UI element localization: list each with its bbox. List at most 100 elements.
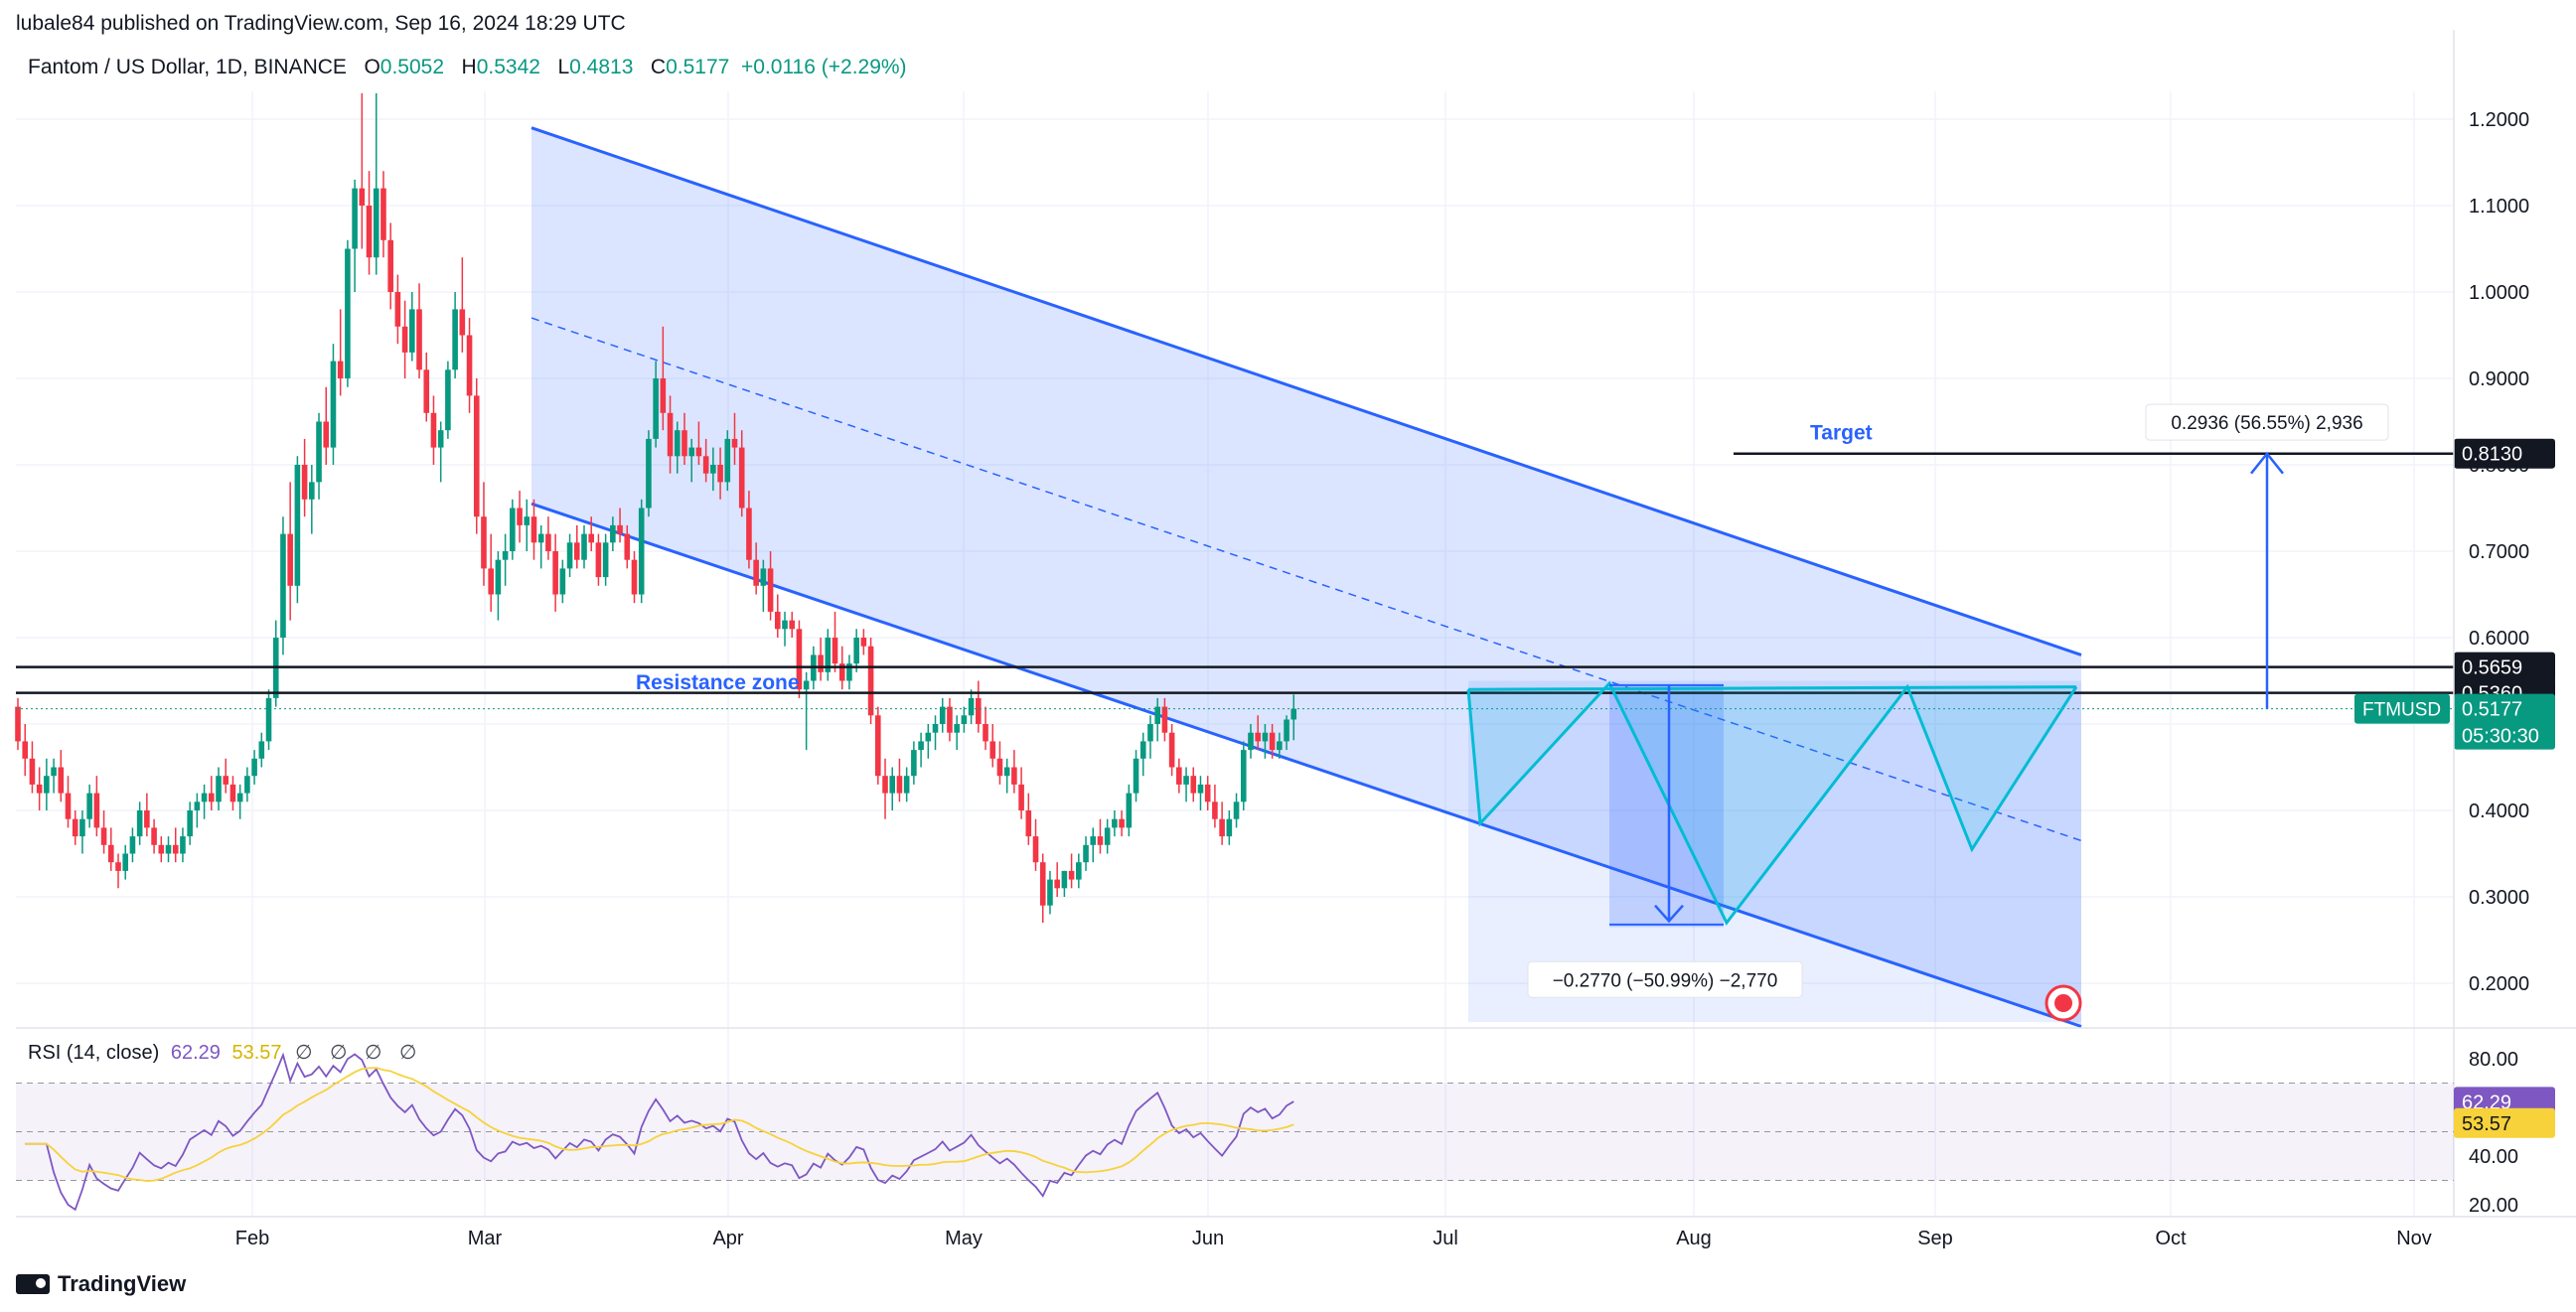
candle-down — [796, 629, 803, 690]
candle-up — [136, 810, 143, 837]
candle-down — [753, 559, 759, 586]
time-tick-label: Sep — [1917, 1228, 1953, 1249]
candle-down — [896, 776, 903, 794]
low-value: 0.4813 — [569, 56, 634, 78]
candle-down — [702, 456, 709, 474]
candle-up — [911, 750, 917, 777]
candle-down — [838, 663, 845, 681]
candle-up — [316, 421, 322, 483]
symbol-name[interactable]: Fantom / US Dollar, 1D, BINANCE — [28, 56, 347, 78]
target-label: Target — [1810, 422, 1873, 445]
candle-up — [559, 568, 566, 595]
candle-up — [437, 430, 444, 448]
open-label: O — [364, 56, 380, 78]
channel-upper-line — [530, 126, 2082, 656]
candle-down — [209, 793, 215, 802]
price-tick-label: 1.2000 — [2469, 109, 2529, 131]
candle-down — [423, 369, 430, 413]
candle-down — [58, 767, 65, 794]
candle-up — [1183, 776, 1189, 785]
candle-up — [968, 697, 975, 716]
candle-up — [44, 776, 50, 794]
candle-up — [653, 378, 659, 439]
candle-down — [1032, 836, 1039, 863]
rsi-name[interactable]: RSI (14, close) — [28, 1042, 160, 1064]
time-tick-label: Jun — [1192, 1228, 1224, 1249]
time-tick-label: Mar — [468, 1228, 503, 1249]
candle-down — [867, 646, 874, 716]
candle-up — [236, 793, 243, 802]
candle-down — [93, 793, 100, 828]
rsi-ma-tag: 53.57 — [2462, 1113, 2511, 1135]
candle-up — [1277, 741, 1283, 751]
candle-up — [1112, 818, 1118, 828]
brand-name: TradingView — [58, 1271, 187, 1296]
candle-up — [1147, 724, 1153, 742]
candle-down — [588, 533, 594, 543]
candle-up — [760, 568, 767, 586]
candle-up — [122, 853, 129, 871]
candle-up — [803, 680, 810, 690]
candle-down — [1176, 767, 1182, 785]
candle-down — [818, 655, 824, 672]
candle-down — [337, 361, 344, 378]
channel-median-line — [530, 317, 2082, 842]
candle-up — [825, 638, 832, 672]
tradingview-footer[interactable]: TradingView — [16, 1271, 186, 1297]
candle-up — [853, 638, 859, 664]
candle-up — [51, 767, 57, 777]
low-label: L — [557, 56, 570, 78]
channel-fill — [531, 127, 2081, 1027]
candle-down — [359, 188, 366, 206]
candle-down — [767, 568, 774, 612]
last-price-tag-bg — [2454, 693, 2555, 750]
candle-down — [22, 741, 29, 759]
candle-down — [595, 542, 602, 578]
price-tick-label: 0.3000 — [2469, 887, 2529, 909]
candle-down — [459, 309, 466, 336]
candle-down — [488, 568, 494, 595]
candle-up — [309, 482, 315, 500]
candle-up — [1284, 719, 1289, 742]
candle-down — [682, 430, 687, 457]
rsi-tick-label: 40.00 — [2469, 1146, 2518, 1168]
candle-down — [717, 465, 723, 483]
candle-up — [602, 542, 609, 578]
us-flag-icon-center — [2054, 994, 2072, 1012]
candle-down — [1097, 836, 1104, 845]
candle-up — [1126, 793, 1133, 828]
grid-lines — [16, 91, 2454, 1217]
candle-up — [1248, 732, 1254, 751]
time-tick-label: Jul — [1433, 1228, 1458, 1249]
publisher-header: lubale84 published on TradingView.com, S… — [16, 12, 626, 35]
candle-up — [646, 438, 652, 509]
candle-up — [194, 802, 201, 810]
candle-up — [187, 810, 193, 837]
candle-up — [724, 438, 731, 483]
candle-down — [875, 715, 881, 777]
candle-up — [258, 741, 265, 759]
candle-down — [107, 844, 114, 863]
price-tick-label: 0.9000 — [2469, 368, 2529, 390]
time-tick-label: Nov — [2396, 1228, 2432, 1249]
candle-down — [660, 378, 667, 413]
candle-up — [216, 776, 222, 802]
resistance-top-tag: 0.5659 — [2462, 657, 2522, 679]
candle-down — [36, 784, 43, 794]
price-tick-label: 0.2000 — [2469, 973, 2529, 995]
candle-down — [1039, 862, 1046, 906]
time-tick-label: Apr — [712, 1228, 743, 1249]
candle-down — [100, 827, 107, 845]
candle-down — [301, 465, 308, 500]
candle-up — [1076, 862, 1082, 880]
candle-down — [1219, 818, 1225, 837]
candle-down — [115, 862, 121, 871]
candle-down — [1168, 732, 1175, 768]
candle-up — [1139, 741, 1146, 759]
candle-down — [731, 438, 738, 448]
candle-down — [430, 412, 437, 448]
rsi-ma-value: 53.57 — [231, 1042, 282, 1064]
candle-up — [294, 465, 301, 586]
